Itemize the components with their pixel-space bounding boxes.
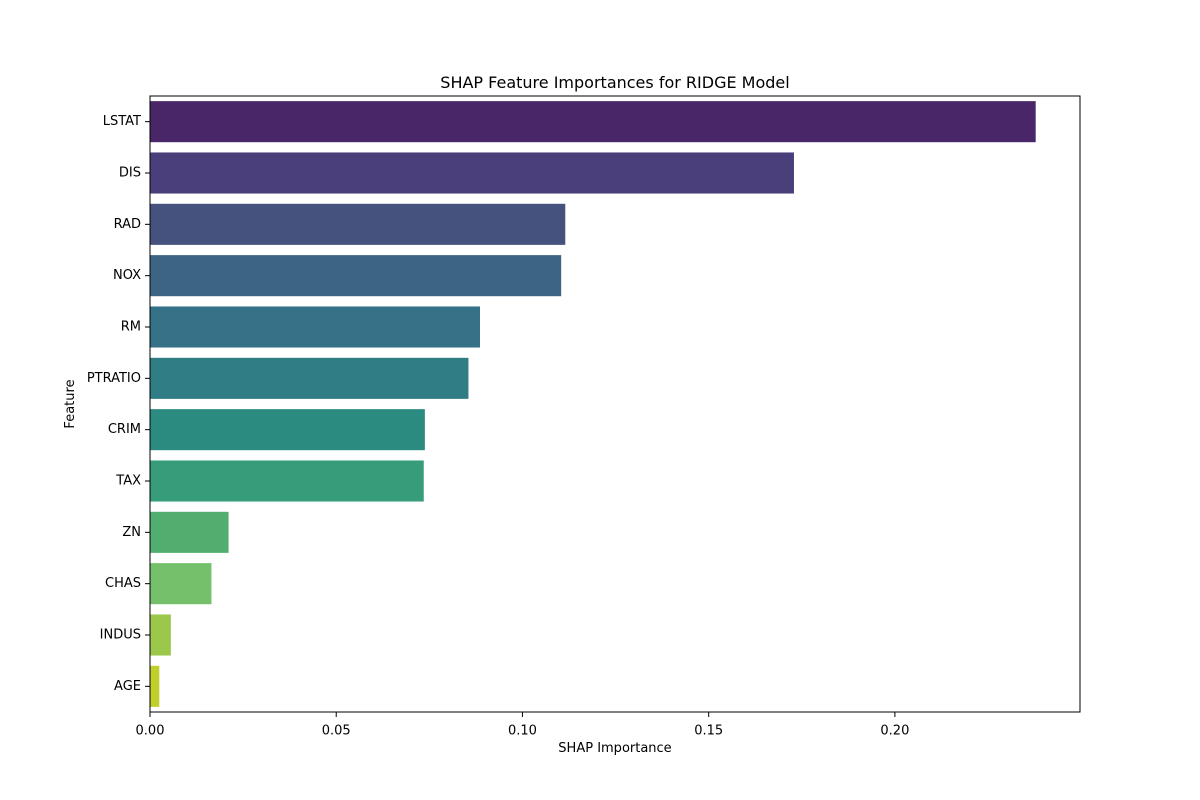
bar-rad — [150, 203, 566, 245]
y-tick-label: RM — [121, 320, 141, 335]
y-axis-ticks: LSTAT DIS RAD NOX RM PTRATIO CRIM TAX ZN CHAS INDU… — [87, 114, 150, 694]
y-axis-label: Feature — [63, 379, 78, 428]
x-axis-label: SHAP Importance — [558, 741, 671, 756]
y-tick-label: CHAS — [105, 576, 141, 591]
y-tick-label: PTRATIO — [87, 371, 141, 386]
y-tick-label: ZN — [122, 525, 141, 540]
bars-group — [150, 101, 1036, 707]
bar-tax — [150, 460, 424, 502]
plot-frame — [149, 95, 1081, 713]
x-tick-label: 0.20 — [880, 724, 909, 739]
y-tick-label: LSTAT — [103, 114, 141, 129]
y-tick-label: NOX — [113, 268, 141, 283]
x-tick-label: 0.15 — [694, 724, 723, 739]
y-tick-label: CRIM — [108, 422, 141, 437]
bar-age — [150, 665, 160, 707]
y-tick-label: INDUS — [100, 628, 141, 643]
x-axis-ticks: 0.00 0.05 0.10 0.15 0.20 — [136, 712, 909, 739]
bar-chas — [150, 563, 212, 605]
bar-zn — [150, 511, 229, 553]
y-tick-label: AGE — [114, 679, 141, 694]
bar-indus — [150, 614, 171, 656]
x-tick-label: 0.00 — [136, 724, 165, 739]
x-tick-label: 0.05 — [322, 724, 351, 739]
bar-crim — [150, 409, 425, 451]
x-tick-label: 0.10 — [508, 724, 537, 739]
bar-nox — [150, 255, 562, 297]
y-tick-label: RAD — [114, 217, 141, 232]
bar-lstat — [150, 101, 1036, 143]
bar-rm — [150, 306, 480, 348]
y-tick-label: DIS — [119, 166, 141, 181]
y-tick-label: TAX — [115, 474, 141, 489]
bar-ptratio — [150, 357, 469, 399]
chart-title: SHAP Feature Importances for RIDGE Model — [440, 73, 789, 92]
bar-dis — [150, 152, 794, 194]
